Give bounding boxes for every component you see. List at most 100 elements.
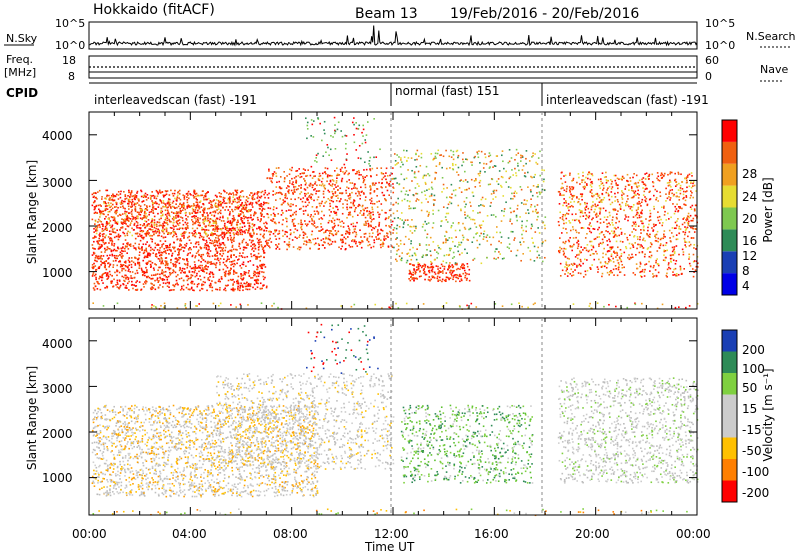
power-point [503, 210, 505, 213]
power-point [367, 222, 370, 225]
power-point [241, 284, 244, 287]
power-point [206, 268, 209, 271]
power-point [215, 223, 218, 225]
power-point [236, 221, 238, 224]
power-point [241, 208, 243, 210]
power-point [166, 223, 169, 226]
power-point [569, 229, 572, 232]
power-point [315, 226, 317, 229]
power-point [621, 266, 624, 269]
power-point [166, 219, 169, 222]
power-point [536, 163, 539, 165]
power-point [158, 203, 160, 206]
power-point [413, 277, 415, 279]
power-point [198, 266, 201, 269]
power-point [215, 199, 218, 201]
power-point [102, 262, 105, 264]
power-point [168, 219, 171, 222]
power-point [248, 270, 250, 272]
power-point [290, 205, 292, 208]
power-point [133, 217, 135, 219]
power-point [235, 280, 238, 283]
power-point [511, 222, 513, 225]
power-point [598, 243, 600, 246]
power-point [392, 203, 395, 206]
power-point [657, 175, 660, 178]
power-point [311, 177, 314, 179]
power-point [409, 248, 411, 251]
power-point [373, 241, 376, 244]
power-point [286, 231, 289, 234]
power-point [107, 247, 109, 250]
power-point [434, 199, 436, 201]
power-point [392, 167, 394, 169]
power-point [182, 288, 185, 291]
power-point [188, 232, 191, 234]
power-point [198, 282, 200, 285]
power-point [579, 258, 582, 261]
power-point [129, 231, 131, 234]
power-point [121, 218, 123, 220]
power-point [455, 150, 458, 153]
power-point [213, 244, 215, 247]
power-point [599, 242, 602, 244]
power-point [353, 230, 356, 233]
power-point [202, 259, 205, 261]
power-point [466, 273, 468, 275]
power-point [335, 232, 338, 234]
power-point [525, 150, 528, 152]
power-point [269, 177, 271, 179]
power-point [144, 281, 146, 283]
power-point [241, 241, 244, 244]
power-point [276, 181, 278, 184]
power-point [669, 237, 671, 239]
power-point [175, 203, 177, 205]
power-point [98, 211, 101, 213]
power-point [247, 209, 250, 212]
power-point [241, 233, 244, 236]
power-point [140, 234, 143, 237]
power-point [449, 262, 451, 264]
power-point [173, 285, 176, 288]
power-point [122, 255, 124, 257]
power-point [98, 283, 100, 285]
power-point [667, 184, 670, 187]
nsky-trace [88, 25, 698, 47]
power-point [337, 224, 340, 227]
power-point [204, 260, 207, 263]
power-point [262, 278, 265, 281]
power-point [232, 283, 235, 285]
power-point [391, 172, 393, 175]
power-point [127, 277, 130, 279]
power-point [230, 260, 233, 263]
power-point [569, 246, 572, 248]
power-point [340, 239, 342, 242]
power-point [265, 221, 267, 224]
power-point [320, 202, 323, 205]
power-point [282, 202, 285, 204]
power-point [421, 265, 424, 267]
power-point [193, 192, 196, 194]
power-point [300, 226, 302, 229]
power-point [466, 263, 469, 265]
power-point [347, 225, 350, 228]
power-point [619, 205, 622, 208]
power-point [194, 231, 197, 234]
power-point [305, 175, 307, 177]
power-point [154, 246, 157, 249]
power-point [167, 246, 170, 249]
power-point [225, 227, 228, 229]
power-point [224, 249, 227, 252]
power-point [278, 180, 281, 183]
power-point [335, 181, 338, 184]
power-point [216, 209, 218, 211]
power-point [148, 232, 150, 234]
power-point [427, 215, 429, 217]
power-point [289, 214, 292, 217]
power-point [252, 286, 254, 289]
power-point [388, 225, 390, 227]
power-point [196, 198, 198, 201]
power-point [462, 152, 464, 154]
power-point [431, 276, 434, 279]
power-point [141, 237, 144, 239]
